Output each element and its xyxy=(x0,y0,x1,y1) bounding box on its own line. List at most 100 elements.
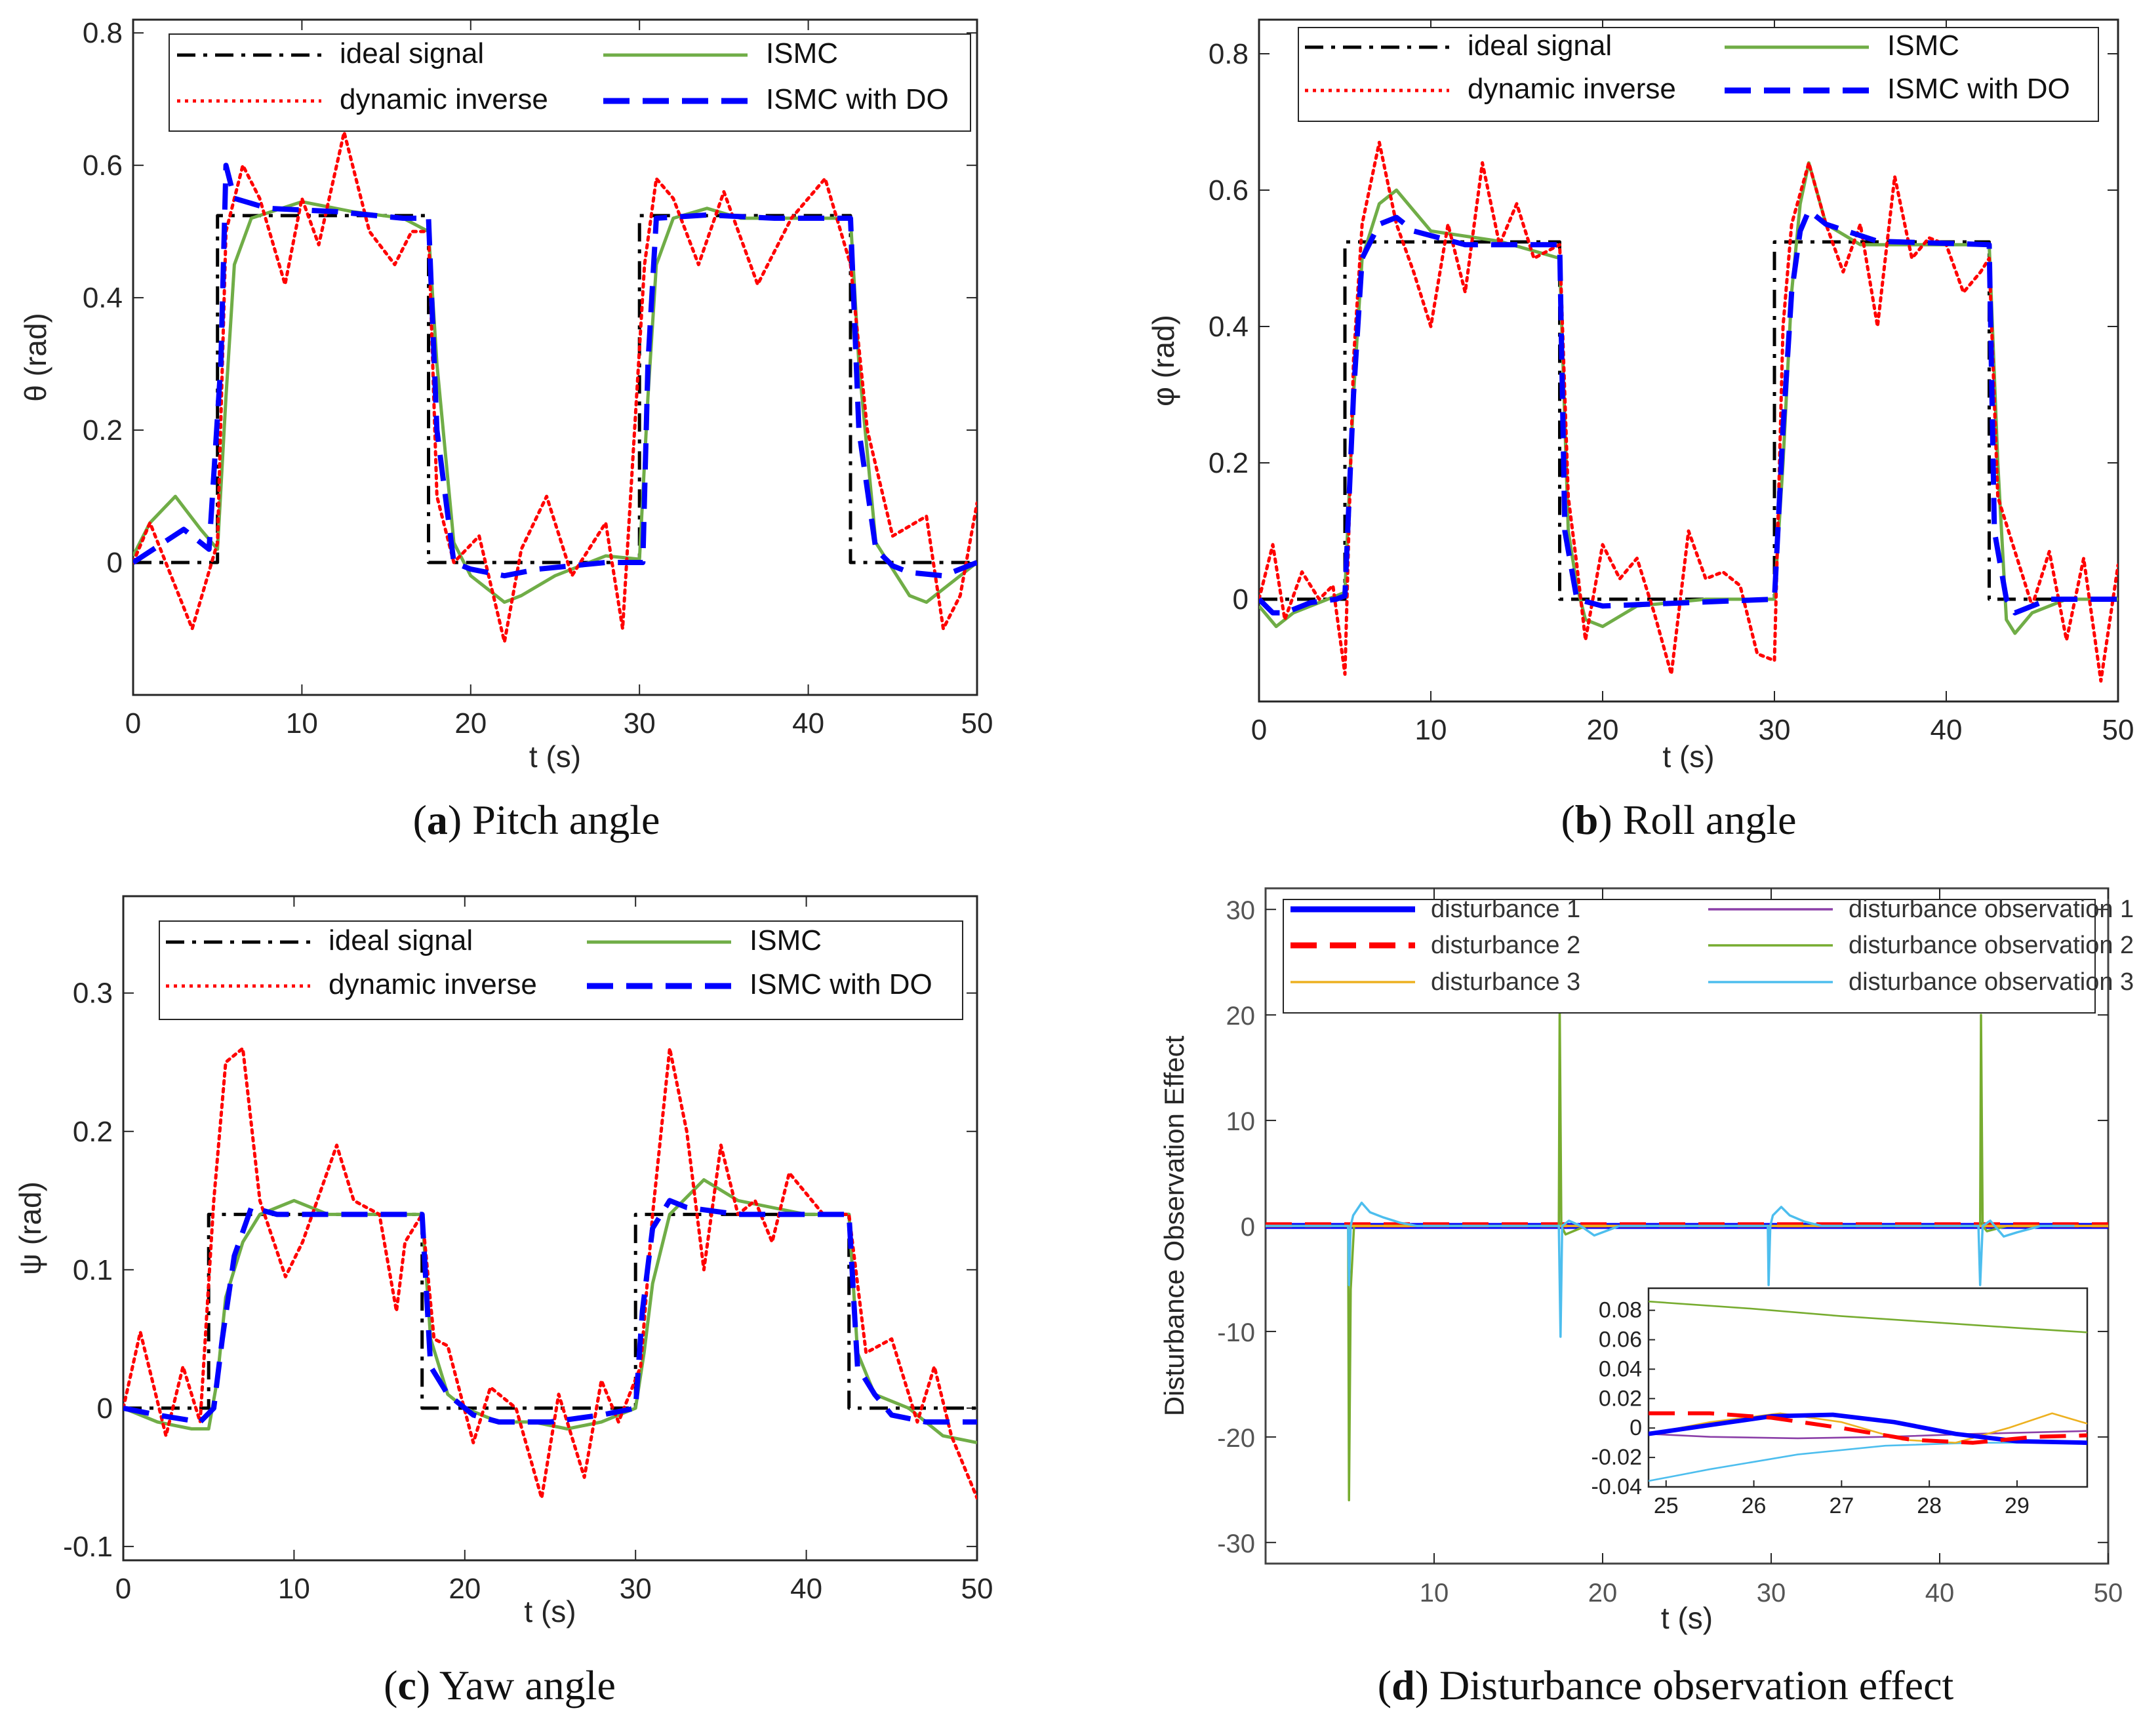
caption-letter: b xyxy=(1575,797,1599,843)
x-tick-label: 20 xyxy=(1588,1579,1618,1608)
caption-letter: c xyxy=(397,1662,416,1708)
x-tick-label: 30 xyxy=(1757,1579,1786,1608)
legend-box xyxy=(1298,27,2099,122)
x-tick-label: 50 xyxy=(2094,1579,2123,1608)
legend-label-ismc-with-do: ISMC with DO xyxy=(766,83,949,115)
legend-label-ismc-with-do: ISMC with DO xyxy=(750,968,932,1000)
inset-plot-area xyxy=(1647,1287,2089,1488)
legend-label-disturbance-observation-1: disturbance observation 1 xyxy=(1849,896,2134,923)
inset-x-tick-label: 26 xyxy=(1742,1493,1767,1518)
x-tick-label: 50 xyxy=(961,1573,993,1605)
x-tick-label: 30 xyxy=(624,707,656,740)
x-tick-label: 20 xyxy=(449,1573,481,1605)
legend-label-ideal-signal: ideal signal xyxy=(1468,30,1612,62)
y-axis-label: Disturbance Observation Effect xyxy=(1159,1035,1190,1416)
y-axis-label: φ (rad) xyxy=(1146,315,1180,406)
chart-a-series-dynamic-inverse xyxy=(133,130,977,644)
legend-label-disturbance-observation-3: disturbance observation 3 xyxy=(1849,968,2134,996)
caption-paren-open: ( xyxy=(413,797,427,843)
chart-d: 10 20 30 40 50 -30 -20 -10 0 10 20 30 t (s) Disturban… xyxy=(1159,887,2134,1708)
caption-text: ) Yaw angle xyxy=(416,1662,616,1708)
y-tick-label: -0.1 xyxy=(63,1531,113,1563)
x-tick-label: 50 xyxy=(2102,714,2134,746)
caption-text: ) Pitch angle xyxy=(448,797,660,843)
x-axis-label: t (s) xyxy=(1662,740,1714,774)
legend-label-ideal-signal: ideal signal xyxy=(329,924,473,957)
y-tick-label: 0.6 xyxy=(83,149,123,182)
legend-label-disturbance-2: disturbance 2 xyxy=(1431,932,1580,959)
y-axis-label: θ (rad) xyxy=(18,313,52,401)
inset-x-tick-label: 25 xyxy=(1654,1493,1679,1518)
plot-area-b xyxy=(1258,18,2119,703)
x-tick-label: 40 xyxy=(790,1573,822,1605)
y-tick-label: 0 xyxy=(1241,1213,1255,1242)
inset-series-disturbance-observation-3 xyxy=(1649,1442,2087,1482)
y-tick-label: 0.8 xyxy=(83,17,123,49)
x-tick-label: 50 xyxy=(961,707,993,740)
x-tick-label: 30 xyxy=(620,1573,652,1605)
y-tick-label: 0.4 xyxy=(83,282,123,314)
inset-series-disturbance-2 xyxy=(1649,1411,2087,1445)
y-tick-label: 0.2 xyxy=(83,414,123,446)
inset-x-tick-label: 27 xyxy=(1829,1493,1854,1518)
inset-x-tick-label: 29 xyxy=(2005,1493,2030,1518)
plot-area-a xyxy=(132,18,978,696)
x-tick-label: 20 xyxy=(454,707,487,740)
legend-box xyxy=(169,33,971,132)
x-tick-label: 30 xyxy=(1759,714,1791,746)
chart-b-series-ismc-with-do xyxy=(1259,208,2118,616)
y-tick-label: 10 xyxy=(1226,1107,1256,1136)
legend-label-disturbance-observation-2: disturbance observation 2 xyxy=(1849,932,2134,959)
inset-series-disturbance-observation-1 xyxy=(1649,1430,2087,1440)
y-tick-label: 0.8 xyxy=(1209,38,1249,70)
inset-y-tick-label: 0.02 xyxy=(1599,1386,1642,1411)
x-tick-label: 20 xyxy=(1587,714,1619,746)
legend-label-ideal-signal: ideal signal xyxy=(340,37,484,69)
y-tick-label: -10 xyxy=(1217,1318,1255,1347)
y-tick-label: -20 xyxy=(1217,1424,1255,1453)
caption-paren-open: ( xyxy=(1561,797,1574,843)
legend-label-dynamic-inverse: dynamic inverse xyxy=(329,968,537,1000)
caption-text: ) Roll angle xyxy=(1598,797,1796,843)
y-axis-label: ψ (rad) xyxy=(13,1181,47,1275)
x-tick-label: 40 xyxy=(1931,714,1963,746)
x-axis-label: t (s) xyxy=(1661,1601,1713,1635)
caption-letter: a xyxy=(427,797,448,843)
x-tick-label: 10 xyxy=(1415,714,1447,746)
y-tick-label: -30 xyxy=(1217,1529,1255,1558)
y-tick-label: 0.4 xyxy=(1209,311,1249,343)
chart-c-series-dynamic-inverse xyxy=(123,1046,977,1500)
x-tick-label: 40 xyxy=(1925,1579,1955,1608)
x-tick-label: 10 xyxy=(278,1573,310,1605)
y-tick-label: 0.2 xyxy=(1209,447,1249,479)
inset-y-tick-label: -0.04 xyxy=(1591,1474,1643,1499)
caption-c: (c) Yaw angle xyxy=(384,1662,616,1708)
legend-label-ismc: ISMC xyxy=(750,924,822,957)
caption-a: (a) Pitch angle xyxy=(413,797,660,843)
legend-label-disturbance-1: disturbance 1 xyxy=(1431,896,1580,923)
legend-box xyxy=(1283,899,2096,1014)
y-tick-label: 0 xyxy=(107,547,123,579)
y-tick-label: 0.6 xyxy=(1209,174,1249,207)
y-tick-label: 0 xyxy=(97,1392,113,1425)
caption-paren-open: ( xyxy=(384,1662,397,1708)
caption-b: (b) Roll angle xyxy=(1561,797,1796,843)
legend-label-dynamic-inverse: dynamic inverse xyxy=(340,83,548,115)
x-axis-label: t (s) xyxy=(524,1594,576,1628)
chart-a-series-ismc-with-do xyxy=(133,163,977,579)
inset-y-tick-label: 0 xyxy=(1630,1415,1642,1440)
x-tick-label: 0 xyxy=(115,1573,131,1605)
caption-letter: d xyxy=(1391,1662,1415,1708)
caption-paren-open: ( xyxy=(1378,1662,1391,1708)
x-tick-label: 10 xyxy=(286,707,318,740)
chart-c-series-ismc-with-do xyxy=(123,1198,977,1425)
inset-chart: 25 26 27 28 29 -0.04 -0.02 0 0.02 0.04 0.06 0.08 xyxy=(1591,1287,2089,1518)
x-tick-label: 0 xyxy=(1251,714,1267,746)
legend-label-disturbance-3: disturbance 3 xyxy=(1431,968,1580,996)
inset-y-tick-label: 0.08 xyxy=(1599,1298,1642,1323)
legend-label-ismc: ISMC xyxy=(766,37,838,69)
caption-d: (d) Disturbance observation effect xyxy=(1378,1662,1954,1708)
x-tick-label: 10 xyxy=(1420,1579,1449,1608)
chart-d-series-disturbance-observation-3 xyxy=(1266,1201,2075,1338)
